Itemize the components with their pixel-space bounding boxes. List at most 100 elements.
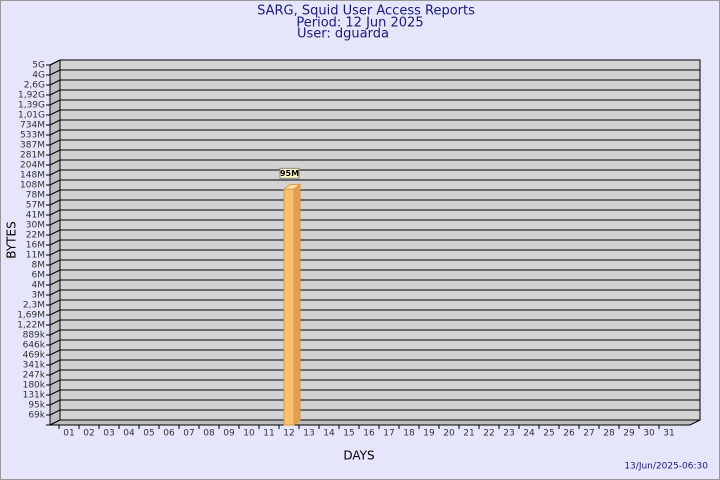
y-tick-label: 204M	[20, 161, 45, 171]
wall-line	[49, 129, 61, 136]
wall-line	[49, 279, 61, 286]
wall-line	[49, 299, 61, 306]
y-tick-label: 5G	[32, 61, 45, 71]
y-tick-label: 1,01G	[18, 111, 45, 121]
wall-line	[49, 409, 61, 416]
wall-line	[49, 239, 61, 246]
wall-line	[49, 359, 61, 366]
wall-line	[49, 59, 61, 66]
x-tick-label: 03	[103, 429, 114, 439]
wall-line	[49, 229, 61, 236]
chart-subtitle: Period: 12 Jun 2025	[296, 16, 423, 31]
x-tick-label: 08	[203, 429, 215, 439]
footer: 13/Jun/2025-06:30	[624, 462, 708, 472]
x-tick-label: 01	[63, 429, 74, 439]
x-tick-label: 02	[83, 429, 94, 439]
y-tick-label: 131k	[23, 391, 46, 401]
x-tick-label: 04	[123, 429, 135, 439]
wall-line	[49, 199, 61, 206]
wall-line	[49, 369, 61, 376]
y-tick-label: 11M	[26, 251, 45, 261]
y-tick-label: 734M	[20, 121, 45, 131]
wall-line	[49, 159, 61, 166]
wall-line	[49, 319, 61, 326]
x-tick-label: 31	[663, 429, 674, 439]
y-tick-label: 22M	[26, 231, 45, 241]
x-tick-label: 14	[323, 429, 335, 439]
wall-line	[49, 219, 61, 226]
x-tick-label: 05	[143, 429, 154, 439]
x-tick-label: 25	[543, 429, 554, 439]
y-tick-label: 1,39G	[18, 101, 45, 111]
wall-line	[49, 209, 61, 216]
wall-line	[49, 329, 61, 336]
y-tick-label: 4G	[32, 71, 45, 81]
y-tick-label: 247k	[23, 371, 46, 381]
y-tick-label: 41M	[26, 211, 45, 221]
x-tick-label: 27	[583, 429, 594, 439]
wall-line	[49, 309, 61, 316]
wall-line	[49, 79, 61, 86]
y-tick-label: 95k	[28, 401, 45, 411]
y-tick-label: 1,22M	[17, 321, 45, 331]
y-tick-label: 1,69M	[17, 311, 45, 321]
x-tick-label: 30	[643, 429, 655, 439]
y-tick-label: 1,92G	[18, 91, 45, 101]
x-tick-label: 15	[343, 429, 354, 439]
x-tick-label: 11	[263, 429, 274, 439]
x-tick-label: 19	[423, 429, 435, 439]
wall-line	[49, 349, 61, 356]
y-tick-label: 78M	[26, 191, 45, 201]
value-label: 95M	[280, 169, 299, 178]
x-tick-label: 28	[603, 429, 615, 439]
x-tick-label: 26	[563, 429, 575, 439]
y-tick-label: 180k	[23, 381, 46, 391]
wall-line	[49, 249, 61, 256]
y-tick-label: 889k	[23, 331, 46, 341]
x-axis-label: DAYS	[343, 449, 374, 463]
wall-line	[49, 379, 61, 386]
y-tick-label: 2,3M	[23, 301, 45, 311]
wall-line	[49, 89, 61, 96]
x-tick-label: 22	[483, 429, 494, 439]
y-tick-label: 8M	[32, 261, 46, 271]
x-tick-label: 17	[383, 429, 394, 439]
wall-line	[49, 179, 61, 186]
chart-title: SARG, Squid User Access Reports	[257, 4, 475, 19]
y-tick-label: 2,6G	[24, 81, 45, 91]
wall-line	[49, 69, 61, 76]
x-tick-label: 29	[623, 429, 635, 439]
floor	[49, 419, 701, 426]
wall-line	[49, 289, 61, 296]
y-tick-label: 3M	[32, 291, 46, 301]
x-tick-label: 09	[223, 429, 235, 439]
y-tick-label: 30M	[26, 221, 45, 231]
x-tick-label: 10	[243, 429, 255, 439]
x-tick-label: 21	[463, 429, 474, 439]
bar-side	[293, 183, 301, 427]
y-tick-label: 6M	[32, 271, 46, 281]
wall-line	[49, 339, 61, 346]
wall-line	[49, 259, 61, 266]
wall-line	[49, 269, 61, 276]
y-tick-label: 387M	[20, 141, 45, 151]
x-tick-label: 20	[443, 429, 455, 439]
x-tick-label: 16	[363, 429, 375, 439]
y-tick-label: 16M	[26, 241, 45, 251]
x-tick-label: 13	[303, 429, 314, 439]
wall-line	[49, 189, 61, 196]
y-tick-label: 341k	[23, 361, 46, 371]
y-tick-label: 533M	[20, 131, 45, 141]
y-tick-label: 469k	[23, 351, 46, 361]
y-tick-label: 646k	[23, 341, 46, 351]
bar	[283, 188, 295, 426]
wall-line	[49, 119, 61, 126]
wall-line	[49, 99, 61, 106]
y-tick-label: 69k	[28, 411, 45, 421]
wall-line	[49, 139, 61, 146]
x-tick-label: 23	[503, 429, 514, 439]
y-tick-label: 108M	[20, 181, 45, 191]
wall-line	[49, 169, 61, 176]
x-tick-label: 12	[283, 429, 294, 439]
